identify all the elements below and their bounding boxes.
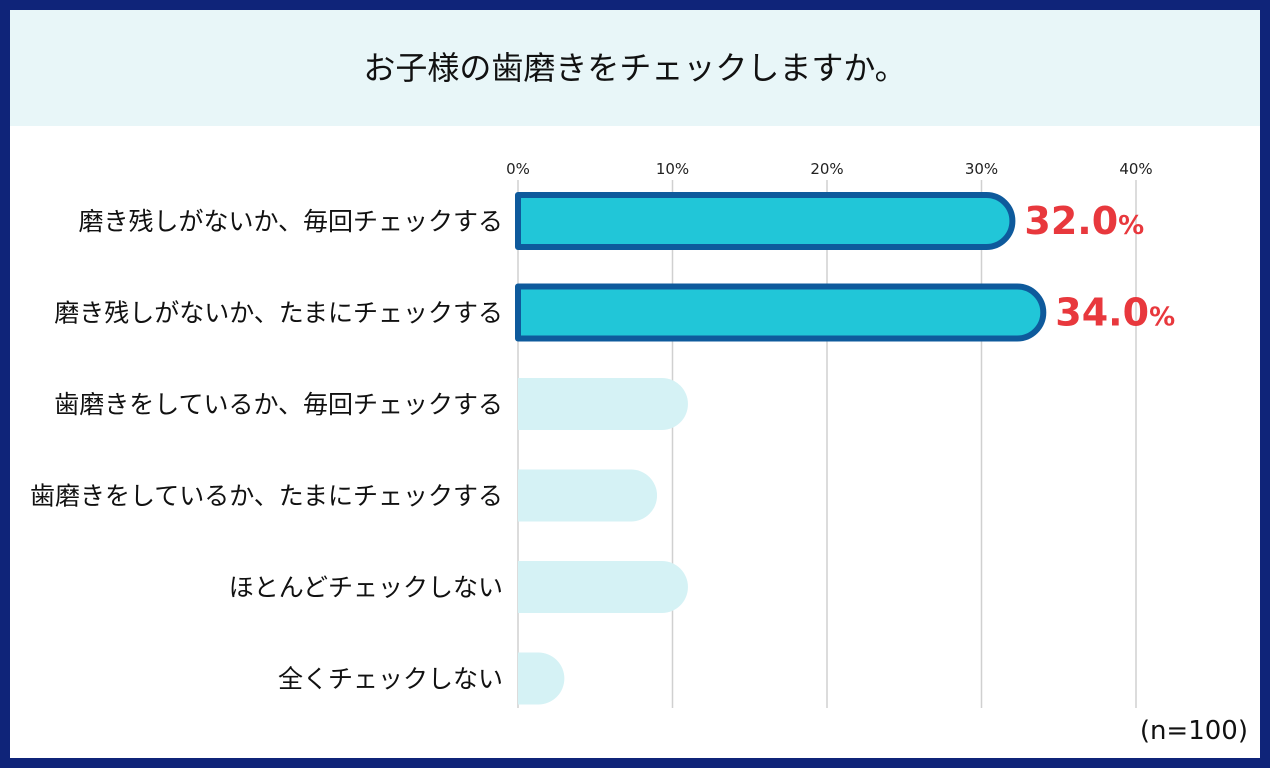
x-tick-label: 0%: [506, 160, 530, 178]
value-label: 34.0%: [1055, 291, 1175, 335]
bar: [515, 283, 1047, 342]
x-tick-label: 40%: [1119, 160, 1152, 178]
chart-title: お子様の歯磨きをチェックしますか。: [363, 49, 907, 87]
bar: [518, 469, 658, 522]
bar: [518, 561, 688, 613]
x-tick-label: 10%: [656, 160, 689, 178]
bar-chart: 0% 10% 20% 30% 40% 磨き残しがないか、毎回チェックする 32.0% 磨き残し…: [30, 160, 1175, 708]
x-tick-label: 30%: [965, 160, 998, 178]
title-band: [10, 10, 1260, 126]
bar: [518, 652, 565, 705]
bar: [518, 378, 688, 430]
x-tick-label: 20%: [810, 160, 843, 178]
category-label: 全くチェックしない: [278, 665, 503, 694]
chart-frame: お子様の歯磨きをチェックしますか。 0% 10% 20% 30% 40% 磨き残しがないか…: [10, 10, 1260, 758]
sample-size-note: (n=100): [1139, 716, 1248, 746]
value-label: 32.0%: [1024, 199, 1144, 243]
category-label: 磨き残しがないか、たまにチェックする: [54, 299, 503, 328]
category-label: 磨き残しがないか、毎回チェックする: [78, 207, 503, 236]
bar: [515, 192, 1016, 250]
category-label: ほとんどチェックしない: [229, 573, 503, 602]
category-label: 歯磨きをしているか、たまにチェックする: [30, 482, 503, 511]
category-label: 歯磨きをしているか、毎回チェックする: [54, 390, 503, 419]
